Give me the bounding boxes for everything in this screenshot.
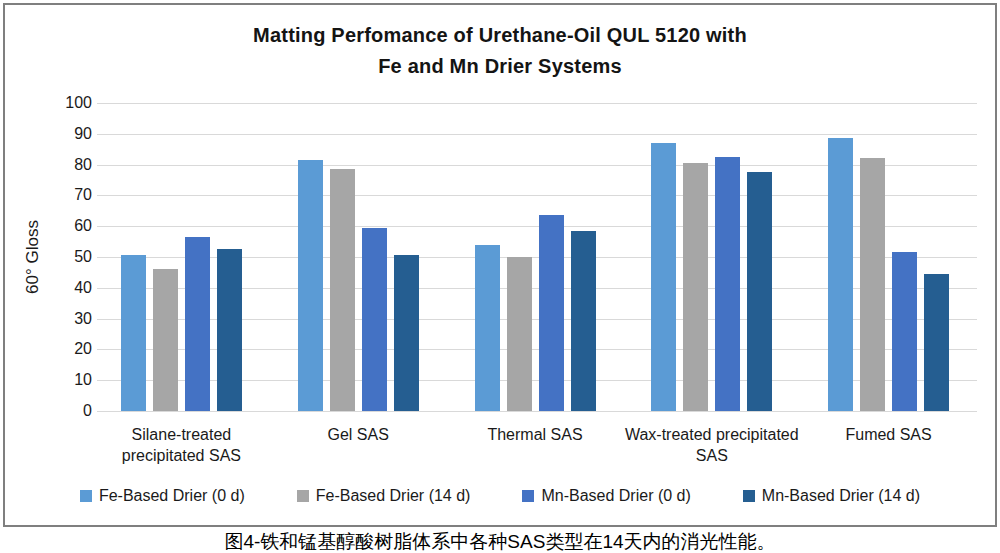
chart-title: Matting Perfomance of Urethane-Oil QUL 5… xyxy=(0,20,1000,82)
bar xyxy=(394,255,419,411)
bar xyxy=(747,172,772,411)
bar xyxy=(892,252,917,411)
legend-label: Fe-Based Drier (0 d) xyxy=(99,487,245,505)
bar xyxy=(330,169,355,411)
y-tick-label: 90 xyxy=(28,125,92,143)
bar xyxy=(507,257,532,411)
bar xyxy=(153,269,178,411)
gridline xyxy=(97,103,977,104)
bar xyxy=(298,160,323,411)
y-tick-label: 30 xyxy=(28,310,92,328)
bar xyxy=(539,215,564,411)
legend-item: Mn-Based Drier (14 d) xyxy=(743,487,920,505)
y-tick-label: 0 xyxy=(28,402,92,420)
legend-swatch xyxy=(522,490,534,502)
bar xyxy=(475,245,500,411)
gridline xyxy=(97,411,977,412)
bar xyxy=(121,255,146,411)
legend-swatch xyxy=(80,490,92,502)
bar xyxy=(185,237,210,411)
bar xyxy=(683,163,708,411)
legend-item: Fe-Based Drier (14 d) xyxy=(297,487,471,505)
x-category-label: Thermal SAS xyxy=(447,424,623,445)
legend: Fe-Based Drier (0 d) Fe-Based Drier (14 d… xyxy=(0,487,1000,505)
x-category-label: Gel SAS xyxy=(270,424,446,445)
bar xyxy=(924,274,949,411)
y-tick-label: 60 xyxy=(28,217,92,235)
figure-caption: 图4-铁和锰基醇酸树脂体系中各种SAS类型在14天内的消光性能。 xyxy=(0,529,1000,553)
y-tick-label: 50 xyxy=(28,248,92,266)
gridline xyxy=(97,134,977,135)
bar xyxy=(715,157,740,411)
y-tick-label: 80 xyxy=(28,156,92,174)
y-tick-label: 70 xyxy=(28,186,92,204)
legend-label: Fe-Based Drier (14 d) xyxy=(316,487,471,505)
legend-item: Mn-Based Drier (0 d) xyxy=(522,487,690,505)
figure: Matting Perfomance of Urethane-Oil QUL 5… xyxy=(0,0,1000,553)
y-tick-label: 20 xyxy=(28,340,92,358)
y-tick-label: 10 xyxy=(28,371,92,389)
chart-title-line-2: Fe and Mn Drier Systems xyxy=(0,51,1000,82)
chart-title-line-1: Matting Perfomance of Urethane-Oil QUL 5… xyxy=(0,20,1000,51)
bar xyxy=(217,249,242,411)
bar xyxy=(828,138,853,411)
y-tick-label: 100 xyxy=(28,94,92,112)
x-category-label: Wax-treated precipitated SAS xyxy=(624,424,800,466)
legend-label: Mn-Based Drier (0 d) xyxy=(541,487,690,505)
legend-swatch xyxy=(743,490,755,502)
legend-label: Mn-Based Drier (14 d) xyxy=(762,487,920,505)
legend-swatch xyxy=(297,490,309,502)
bar xyxy=(860,158,885,411)
y-tick-label: 40 xyxy=(28,279,92,297)
legend-item: Fe-Based Drier (0 d) xyxy=(80,487,245,505)
bar xyxy=(651,143,676,411)
x-category-label: Fumed SAS xyxy=(801,424,977,445)
bar xyxy=(571,231,596,411)
x-category-label: Silane-treated precipitated SAS xyxy=(93,424,269,466)
bar xyxy=(362,228,387,411)
